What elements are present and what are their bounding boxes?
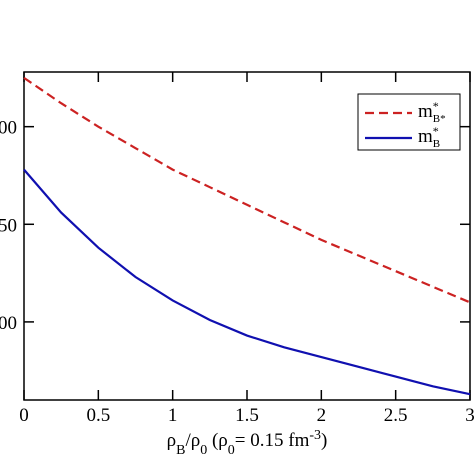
y-tick-label: 5200 <box>0 313 17 334</box>
x-tick-label: 2.5 <box>384 405 408 426</box>
legend-text: m <box>418 101 433 122</box>
legend-sup: * <box>433 99 439 113</box>
legend-sub: B <box>433 138 440 150</box>
label-text: /ρ <box>185 430 200 451</box>
label-text: = 0.15 fm <box>235 430 310 451</box>
legend-entry: m* B* <box>418 99 446 125</box>
label-sub: 0 <box>200 443 207 458</box>
legend-sub: B* <box>433 113 446 125</box>
x-tick-label: 0.5 <box>86 405 110 426</box>
legend-box <box>357 93 461 151</box>
x-tick-label: 1.5 <box>235 405 259 426</box>
series-line <box>23 168 471 396</box>
label-sup: -3 <box>309 428 321 443</box>
label: ρB/ρ0 (ρ0= 0.15 fm-3) <box>167 428 328 458</box>
label-text: ) <box>321 430 327 451</box>
legend-text: m <box>418 126 433 147</box>
x-tick-label: 2 <box>317 405 327 426</box>
x-tick-label: 3 <box>465 405 474 426</box>
label-sub: 0 <box>228 443 235 458</box>
label-text: ρ <box>167 430 176 451</box>
label-sub: B <box>176 443 185 458</box>
x-tick-label: 0 <box>19 405 29 426</box>
y-tick-label: 5300 <box>0 118 17 139</box>
legend-entry: m* B <box>418 124 440 150</box>
label-text: (ρ <box>207 430 228 451</box>
series-line <box>23 76 471 304</box>
legend-sup: * <box>433 124 439 138</box>
y-tick-label: 5250 <box>0 215 17 236</box>
x-tick-label: 1 <box>168 405 178 426</box>
